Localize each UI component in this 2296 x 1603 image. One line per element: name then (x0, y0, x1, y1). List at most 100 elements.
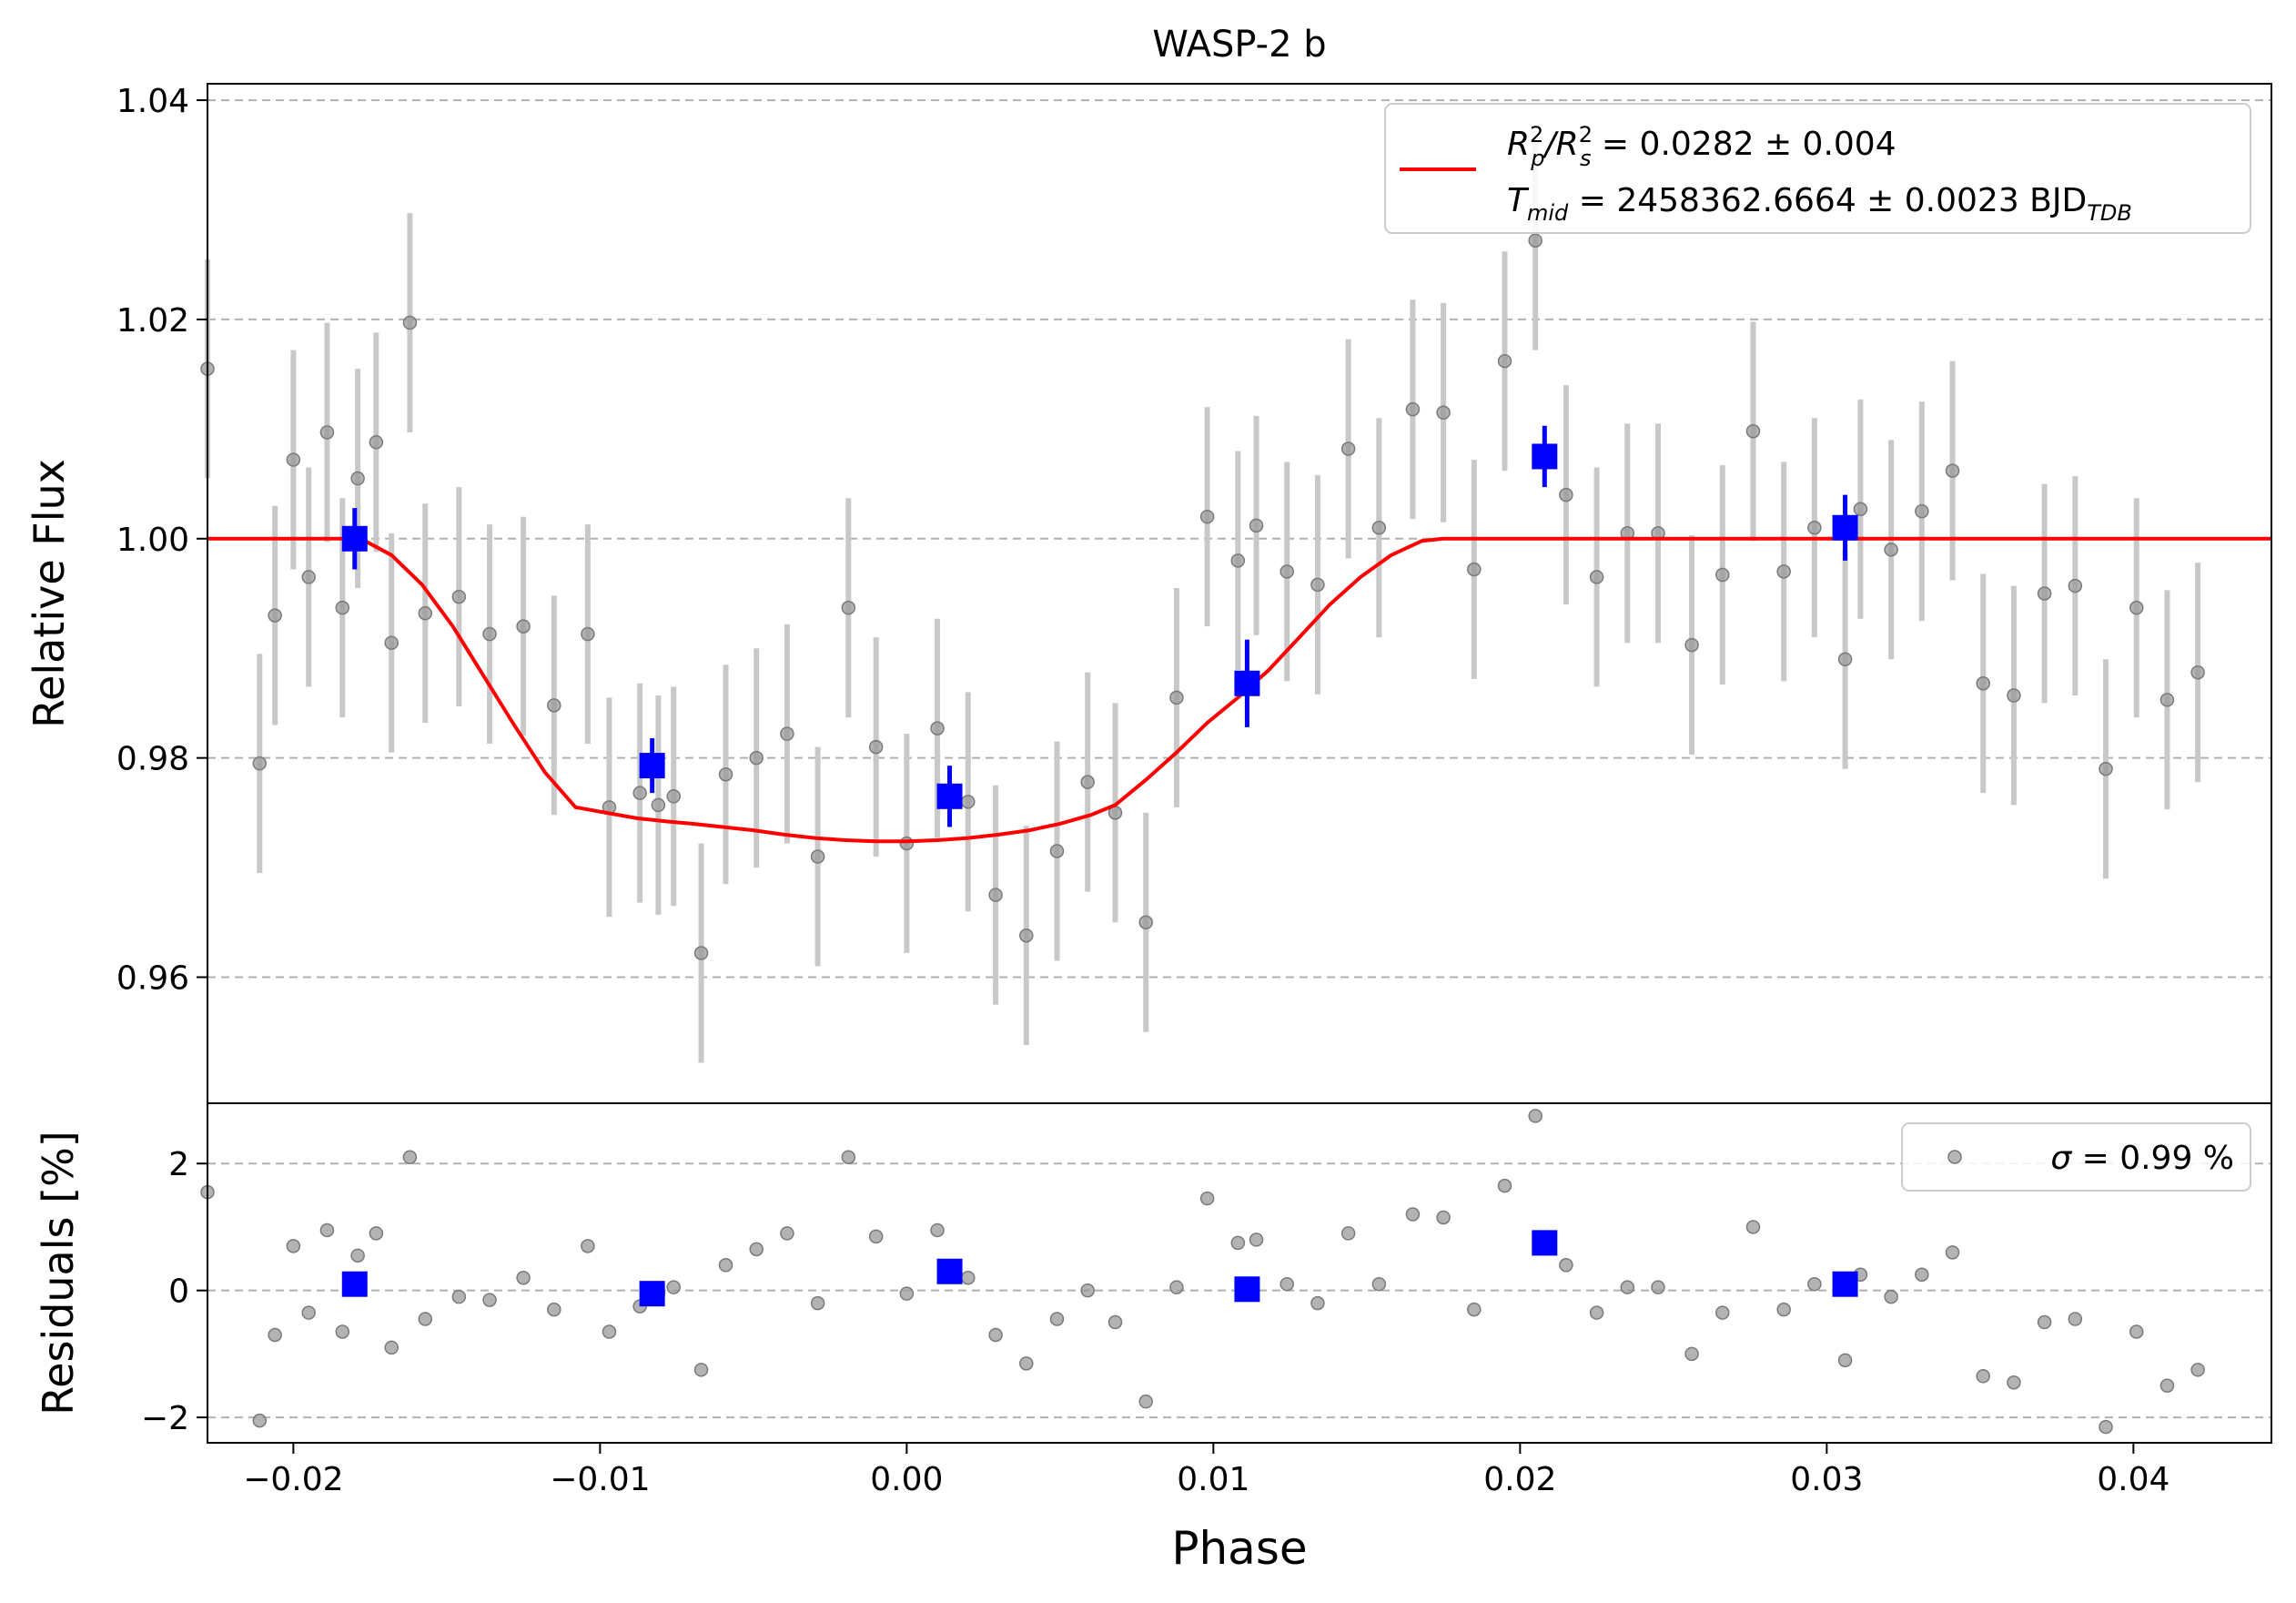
residual-binned-point (1532, 1230, 1558, 1256)
flux-y-tick-label: 0.96 (116, 960, 189, 998)
residual-raw-point (418, 1312, 433, 1326)
phase-x-axis-label: Phase (1171, 1522, 1307, 1575)
raw-point (369, 435, 384, 450)
raw-point (1467, 562, 1482, 577)
residual-raw-point (693, 1363, 709, 1377)
raw-point (1807, 520, 1822, 535)
residual-raw-point (581, 1239, 595, 1253)
binned-point (341, 525, 368, 552)
residual-binned-point (936, 1258, 963, 1284)
residual-raw-point (1310, 1295, 1325, 1311)
phase-x-tick-label: 0.03 (1790, 1461, 1863, 1498)
residuals-y-axis-label: Residuals [%] (34, 1131, 83, 1415)
residuals-legend-box (1901, 1122, 2251, 1192)
flux-y-tick-label: 0.98 (116, 741, 189, 778)
legend-radius-value: = 0.0282 ± 0.004 (1591, 126, 1896, 163)
raw-point (451, 589, 467, 604)
raw-point (1528, 233, 1542, 248)
legend-slash-r: /R (1542, 126, 1579, 163)
raw-points (200, 233, 2205, 960)
residual-raw-point (1915, 1267, 1929, 1282)
raw-point (868, 739, 884, 755)
residual-raw-point (1138, 1394, 1153, 1409)
raw-point (1049, 844, 1065, 858)
raw-point (2068, 578, 2083, 594)
flux-y-ticks: 0.96 0.98 1.00 1.02 1.04 (116, 83, 207, 998)
raw-point (1976, 676, 1990, 691)
legend-rs-sup: 2 (1579, 122, 1593, 147)
residual-raw-point (718, 1258, 733, 1273)
flux-legend-box (1384, 103, 2251, 234)
flux-y-tick-label: 1.02 (116, 302, 189, 340)
residual-raw-point (1279, 1276, 1294, 1292)
raw-point (1497, 353, 1512, 369)
transit-model-line (207, 536, 2271, 844)
raw-point (1138, 915, 1153, 930)
legend-sigma: σ = 0.99 % (2050, 1140, 2234, 1177)
residual-raw-point (1620, 1280, 1635, 1294)
raw-point (1853, 502, 1868, 517)
residual-raw-point (1807, 1276, 1822, 1292)
raw-point (2007, 688, 2021, 703)
legend-t-sub: mid (1527, 200, 1569, 226)
raw-point (1169, 690, 1184, 705)
raw-point (718, 766, 733, 782)
residual-binned-points (341, 1230, 1858, 1307)
residual-raw-point (868, 1229, 884, 1244)
raw-point (547, 698, 561, 713)
raw-point (930, 721, 945, 736)
residual-raw-point (1976, 1369, 1990, 1384)
residual-raw-point (602, 1324, 617, 1339)
raw-point (418, 605, 433, 621)
residual-raw-points (200, 1109, 2205, 1435)
binned-point (639, 753, 665, 779)
legend-sigma-value: = 0.99 % (2071, 1140, 2234, 1177)
residuals-y-tick-label: −2 (141, 1400, 189, 1437)
legend-tdb-sub: TDB (2087, 200, 2132, 226)
flux-legend: R2 p/R2 s = 0.0282 ± 0.004 Tmid = 2458362.… (1384, 103, 2251, 234)
residual-raw-point (1776, 1302, 1791, 1317)
residual-raw-point (988, 1327, 1003, 1343)
raw-point (1340, 441, 1356, 456)
residual-raw-point (2190, 1363, 2205, 1377)
residual-binned-point (341, 1271, 368, 1297)
raw-point (1589, 570, 1604, 584)
raw-point (1199, 509, 1215, 524)
raw-point (301, 570, 316, 584)
raw-point (482, 626, 497, 642)
residual-raw-point (286, 1239, 301, 1253)
legend-r-sup: 2 (1530, 122, 1543, 147)
raw-point (252, 756, 268, 771)
residual-raw-point (2068, 1312, 2083, 1326)
raw-point (749, 750, 764, 766)
binned-points (341, 425, 1858, 827)
residuals-legend: σ = 0.99 % (1901, 1122, 2251, 1192)
legend-radius-ratio: R2 p/R2 s = 0.0282 ± 0.004 (1507, 122, 1896, 171)
residual-raw-point (1684, 1346, 1699, 1362)
raw-point (2037, 586, 2052, 601)
flux-y-tick-label: 1.04 (116, 83, 189, 120)
residuals-y-ticks: −2 0 2 (141, 1146, 207, 1437)
raw-point (350, 471, 365, 486)
residual-raw-point (384, 1340, 399, 1355)
raw-point (268, 608, 282, 623)
residual-raw-point (1528, 1109, 1542, 1123)
residual-raw-point (666, 1280, 681, 1294)
raw-point (581, 626, 595, 642)
residual-raw-point (1715, 1305, 1730, 1320)
residual-raw-point (350, 1248, 365, 1263)
residual-raw-point (2099, 1419, 2113, 1435)
raw-point (1371, 520, 1387, 535)
residuals-y-tick-label: 2 (168, 1146, 189, 1183)
residual-raw-point (319, 1223, 335, 1238)
raw-point (1745, 424, 1761, 439)
raw-point (1776, 564, 1791, 579)
residual-raw-point (961, 1270, 976, 1285)
residual-raw-point (2129, 1324, 2144, 1339)
raw-point (841, 600, 856, 615)
residual-raw-point (1405, 1207, 1421, 1222)
phase-x-tick-label: −0.02 (243, 1461, 343, 1498)
residual-raw-point (2007, 1375, 2021, 1390)
binned-point (1532, 443, 1558, 470)
raw-point (402, 315, 418, 330)
